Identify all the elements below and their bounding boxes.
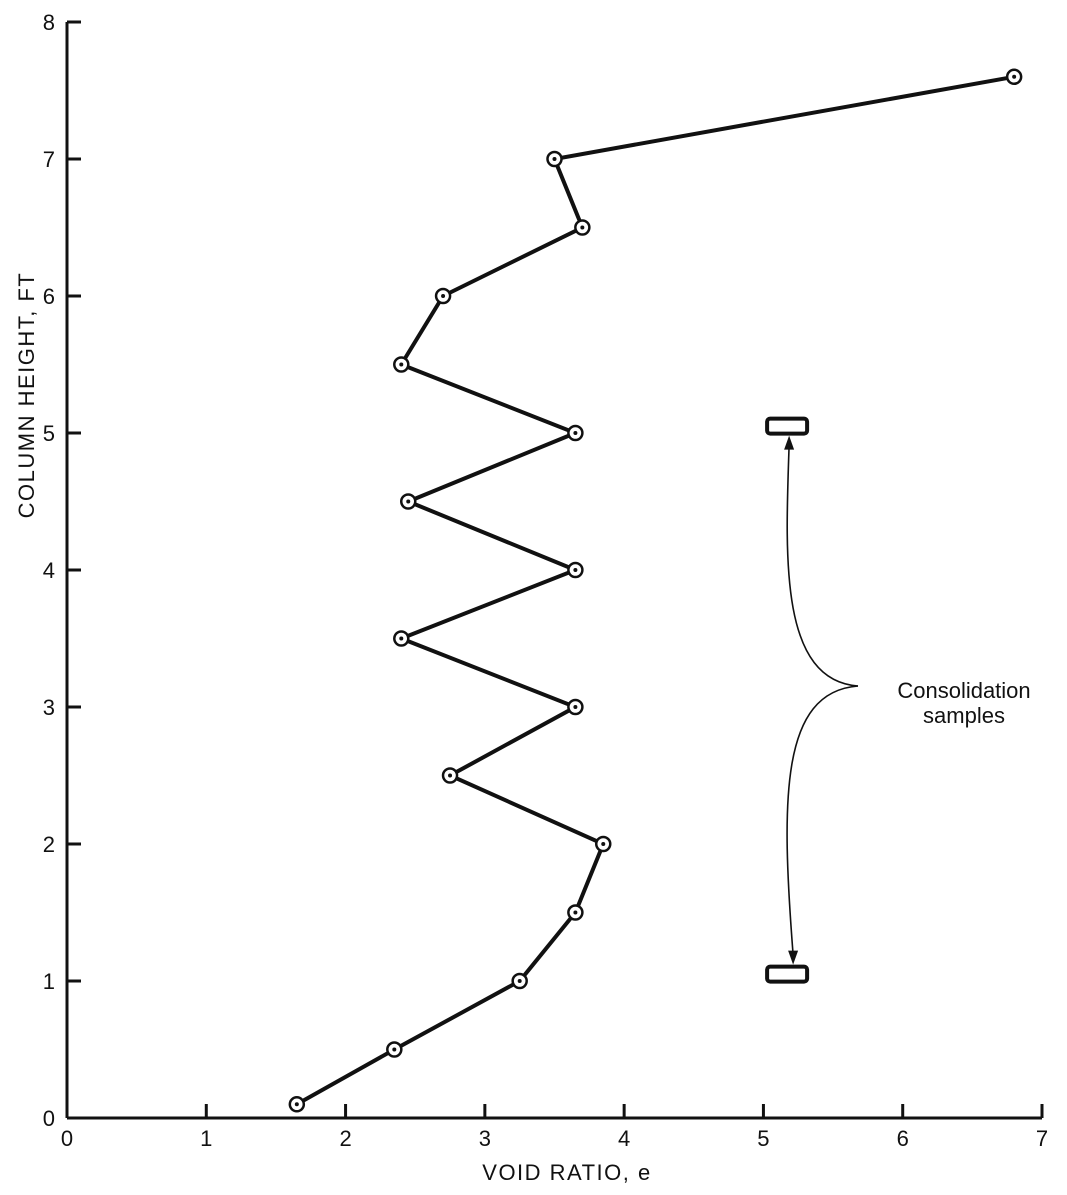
x-tick-label: 6 bbox=[897, 1126, 909, 1151]
y-tick-label: 2 bbox=[43, 832, 55, 857]
y-tick-label: 6 bbox=[43, 284, 55, 309]
data-point bbox=[595, 835, 612, 853]
data-point bbox=[400, 493, 417, 510]
data-point bbox=[567, 904, 584, 921]
consolidation-annotation: Consolidation samples bbox=[765, 416, 1031, 984]
data-point bbox=[386, 1041, 403, 1058]
x-axis-title: VOID RATIO, e bbox=[482, 1160, 651, 1185]
data-point bbox=[567, 698, 584, 716]
sample-marker-top bbox=[765, 416, 810, 436]
y-tick-label: 7 bbox=[43, 147, 55, 172]
sample-marker-bottom bbox=[765, 964, 810, 984]
data-point bbox=[511, 972, 528, 990]
y-tick-label: 5 bbox=[43, 421, 55, 446]
data-points bbox=[288, 68, 1023, 1113]
data-point bbox=[574, 219, 591, 236]
data-point bbox=[441, 767, 459, 784]
data-point bbox=[567, 424, 584, 442]
data-point bbox=[288, 1096, 306, 1113]
y-tick-label: 8 bbox=[43, 10, 55, 35]
x-ticks: 0 1 2 3 4 5 6 7 bbox=[61, 1104, 1048, 1151]
x-tick-label: 3 bbox=[479, 1126, 491, 1151]
y-ticks: 0 1 2 3 4 5 6 7 8 bbox=[43, 10, 81, 1131]
x-tick-label: 2 bbox=[339, 1126, 351, 1151]
x-tick-label: 1 bbox=[200, 1126, 212, 1151]
data-point bbox=[393, 630, 410, 647]
data-point bbox=[393, 356, 410, 373]
bracket-curve-bottom bbox=[786, 685, 859, 955]
annotation-line-2: samples bbox=[923, 703, 1005, 728]
x-tick-label: 0 bbox=[61, 1126, 73, 1151]
x-tick-label: 7 bbox=[1036, 1126, 1048, 1151]
y-tick-label: 1 bbox=[43, 969, 55, 994]
arrowhead-bottom bbox=[788, 950, 799, 965]
y-tick-label: 3 bbox=[43, 695, 55, 720]
annotation-line-1: Consolidation bbox=[897, 678, 1030, 703]
data-point bbox=[1005, 68, 1023, 86]
data-point bbox=[434, 287, 452, 305]
x-tick-label: 5 bbox=[757, 1126, 769, 1151]
arrowhead-top bbox=[784, 435, 795, 450]
data-point bbox=[546, 150, 563, 168]
x-tick-label: 4 bbox=[618, 1126, 630, 1151]
bracket-curve-top bbox=[786, 445, 859, 687]
data-point bbox=[567, 561, 584, 579]
y-tick-label: 4 bbox=[43, 558, 55, 583]
y-tick-label: 0 bbox=[43, 1106, 55, 1131]
axes bbox=[65, 22, 1042, 1120]
y-axis-title: COLUMN HEIGHT, FT bbox=[14, 272, 39, 519]
series-line bbox=[295, 74, 1015, 1107]
